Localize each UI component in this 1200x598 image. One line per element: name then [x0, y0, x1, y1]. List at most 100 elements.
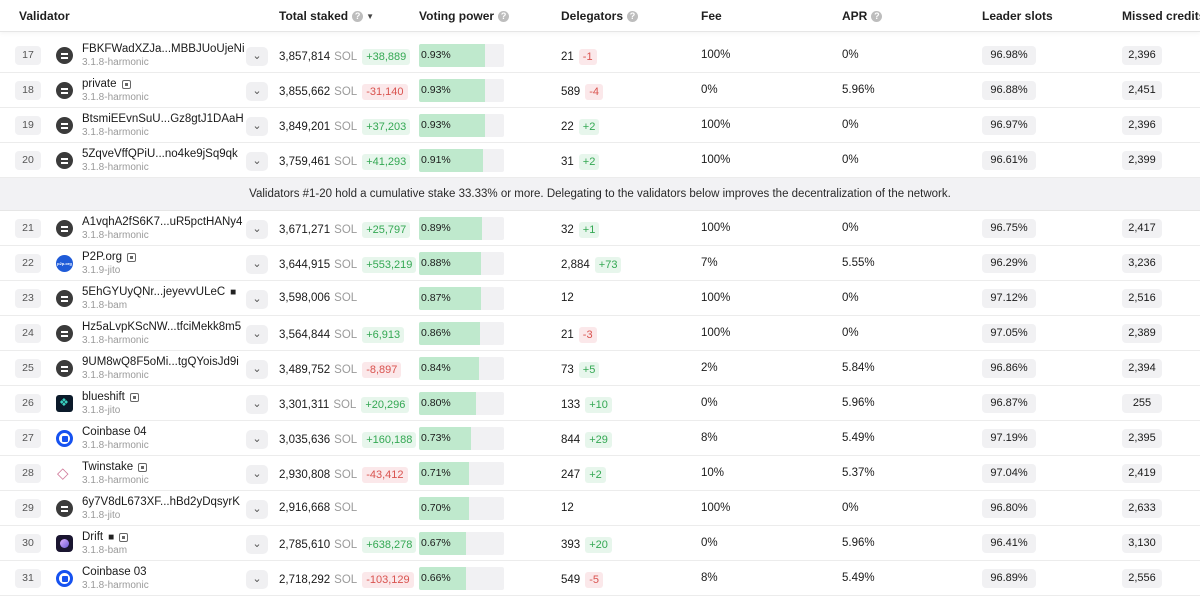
table-row[interactable]: 20 5ZqveVffQPiU...no4ke9jSq9qk 3.1.8-har…: [0, 143, 1200, 178]
validator-name[interactable]: P2P.org: [82, 251, 137, 263]
voting-power-value: 0.87%: [421, 292, 451, 304]
chevron-down-icon: ⌄: [252, 398, 262, 410]
table-row[interactable]: 27 Coinbase 04 3.1.8-harmonic ⌄ 3,035,63…: [0, 421, 1200, 456]
expand-row-button[interactable]: ⌄: [246, 290, 268, 309]
stake-value: 2,930,808: [279, 469, 331, 481]
validator-name-text[interactable]: P2P.org: [82, 251, 123, 263]
validator-name[interactable]: Coinbase 03: [82, 566, 147, 578]
validator-name[interactable]: FBKFWadXZJa...MBBJUoUjeNi: [82, 43, 245, 55]
help-icon[interactable]: ?: [352, 10, 364, 22]
validator-name[interactable]: Drift ■: [82, 531, 129, 543]
fee-value: 0%: [701, 84, 718, 96]
table-row[interactable]: 21 A1vqhA2fS6K7...uR5pctHANy4 3.1.8-harm…: [0, 211, 1200, 246]
validator-name[interactable]: BtsmiEEvnSuU...Gz8gtJ1DAaH: [82, 113, 244, 125]
stake-delta-badge: +25,797: [362, 222, 411, 238]
validator-name-text[interactable]: Twinstake: [82, 461, 134, 473]
fee-value: 10%: [701, 467, 725, 479]
validator-name[interactable]: 6y7V8dL673XF...hBd2yDqsyrK: [82, 496, 240, 508]
rank-badge: 29: [15, 499, 41, 518]
expand-row-button[interactable]: ⌄: [246, 360, 268, 379]
table-row[interactable]: 28 Twinstake 3.1.8-harmonic ⌄ 2,930,808 …: [0, 456, 1200, 491]
expand-row-button[interactable]: ⌄: [246, 570, 268, 589]
table-row[interactable]: 30 Drift ■ 3.1.8-bam ⌄ 2,785,610 SOL +63…: [0, 526, 1200, 561]
validator-name-text[interactable]: BtsmiEEvnSuU...Gz8gtJ1DAaH: [82, 113, 244, 125]
validator-version: 3.1.8-harmonic: [82, 162, 149, 173]
voting-power-value: 0.67%: [421, 537, 451, 549]
column-header-missed-credits[interactable]: Missed credits: [1122, 9, 1200, 23]
column-header-delegators[interactable]: Delegators ?: [561, 9, 639, 23]
column-header-apr[interactable]: APR ?: [842, 9, 883, 23]
rank-badge: 26: [15, 394, 41, 413]
column-header-fee[interactable]: Fee: [701, 9, 722, 23]
table-row[interactable]: 31 Coinbase 03 3.1.8-harmonic ⌄ 2,718,29…: [0, 561, 1200, 596]
validator-name-text[interactable]: A1vqhA2fS6K7...uR5pctHANy4: [82, 216, 243, 228]
help-icon[interactable]: ?: [871, 10, 883, 22]
rank-badge: 24: [15, 324, 41, 343]
expand-row-button[interactable]: ⌄: [246, 500, 268, 519]
table-row[interactable]: 23 5EhGYUyQNr...jeyevvULeC ■ 3.1.8-bam ⌄…: [0, 281, 1200, 316]
validator-name[interactable]: private: [82, 78, 131, 90]
total-staked-cell: 3,857,814 SOL +38,889: [279, 49, 411, 65]
expand-row-button[interactable]: ⌄: [246, 535, 268, 554]
column-header-total-staked[interactable]: Total staked ? ▼: [279, 9, 375, 23]
fee-value: 7%: [701, 257, 718, 269]
column-header-leader-slots[interactable]: Leader slots: [982, 9, 1053, 23]
validator-name[interactable]: A1vqhA2fS6K7...uR5pctHANy4: [82, 216, 242, 228]
expand-row-button[interactable]: ⌄: [246, 395, 268, 414]
voting-power-bar: 0.93%: [419, 114, 504, 137]
table-row[interactable]: 25 9UM8wQ8F5oMi...tgQYoisJd9i 3.1.8-harm…: [0, 351, 1200, 386]
stake-value: 3,759,461: [279, 156, 331, 168]
validator-name-text[interactable]: Coinbase 04: [82, 426, 147, 438]
validator-name-text[interactable]: private: [82, 78, 117, 90]
validator-name-text[interactable]: FBKFWadXZJa...MBBJUoUjeNi: [82, 43, 245, 55]
validator-name[interactable]: Hz5aLvpKScNW...tfciMekk8m5: [82, 321, 241, 333]
stake-unit: SOL: [334, 364, 358, 376]
column-header-validator[interactable]: Validator: [19, 9, 70, 23]
table-row[interactable]: 26 blueshift 3.1.8-jito ⌄ 3,301,311 SOL …: [0, 386, 1200, 421]
validator-name[interactable]: blueshift: [82, 391, 139, 403]
validator-name[interactable]: 9UM8wQ8F5oMi...tgQYoisJd9i: [82, 356, 239, 368]
table-row[interactable]: 18 private 3.1.8-harmonic ⌄ 3,855,662 SO…: [0, 73, 1200, 108]
validator-avatar: [56, 290, 73, 307]
expand-row-button[interactable]: ⌄: [246, 325, 268, 344]
expand-row-button[interactable]: ⌄: [246, 430, 268, 449]
validator-name-text[interactable]: blueshift: [82, 391, 125, 403]
table-row[interactable]: 22 p2p.org P2P.org 3.1.9-jito ⌄ 3,644,91…: [0, 246, 1200, 281]
validator-name-text[interactable]: Hz5aLvpKScNW...tfciMekk8m5: [82, 321, 242, 333]
expand-row-button[interactable]: ⌄: [246, 220, 268, 239]
chevron-down-icon: ⌄: [252, 50, 262, 62]
total-staked-cell: 3,564,844 SOL +6,913: [279, 327, 405, 343]
table-row[interactable]: 24 Hz5aLvpKScNW...tfciMekk8m5 3.1.8-harm…: [0, 316, 1200, 351]
sort-desc-icon[interactable]: ▼: [366, 11, 375, 21]
stake-value: 3,598,006: [279, 292, 331, 304]
validator-name-text[interactable]: 5ZqveVffQPiU...no4ke9jSq9qk: [82, 148, 238, 160]
voting-power-value: 0.93%: [421, 49, 451, 61]
help-icon[interactable]: ?: [498, 10, 510, 22]
expand-row-button[interactable]: ⌄: [246, 117, 268, 136]
validator-name[interactable]: 5ZqveVffQPiU...no4ke9jSq9qk: [82, 148, 238, 160]
table-row[interactable]: 19 BtsmiEEvnSuU...Gz8gtJ1DAaH 3.1.8-harm…: [0, 108, 1200, 143]
validator-name-text[interactable]: 6y7V8dL673XF...hBd2yDqsyrK: [82, 496, 240, 508]
table-row[interactable]: 17 FBKFWadXZJa...MBBJUoUjeNi 3.1.8-harmo…: [0, 38, 1200, 73]
expand-row-button[interactable]: ⌄: [246, 82, 268, 101]
validator-name-text[interactable]: 5EhGYUyQNr...jeyevvULeC: [82, 286, 226, 298]
voting-power-fill: [419, 79, 485, 102]
help-icon[interactable]: ?: [627, 10, 639, 22]
expand-row-button[interactable]: ⌄: [246, 255, 268, 274]
expand-row-button[interactable]: ⌄: [246, 465, 268, 484]
expand-row-button[interactable]: ⌄: [246, 152, 268, 171]
expand-row-button[interactable]: ⌄: [246, 47, 268, 66]
fee-value: 100%: [701, 327, 731, 339]
total-staked-cell: 3,855,662 SOL -31,140: [279, 84, 408, 100]
validator-name[interactable]: Twinstake: [82, 461, 148, 473]
column-header-voting-power[interactable]: Voting power ?: [419, 9, 510, 23]
apr-value: 5.96%: [842, 537, 875, 549]
validator-name[interactable]: 5EhGYUyQNr...jeyevvULeC ■: [82, 286, 236, 298]
validator-name-text[interactable]: 9UM8wQ8F5oMi...tgQYoisJd9i: [82, 356, 239, 368]
tag-icon: [129, 392, 139, 402]
validator-name[interactable]: Coinbase 04: [82, 426, 147, 438]
validator-avatar: [56, 430, 73, 447]
validator-name-text[interactable]: Coinbase 03: [82, 566, 147, 578]
validator-name-text[interactable]: Drift: [82, 531, 104, 543]
table-row[interactable]: 29 6y7V8dL673XF...hBd2yDqsyrK 3.1.8-jito…: [0, 491, 1200, 526]
